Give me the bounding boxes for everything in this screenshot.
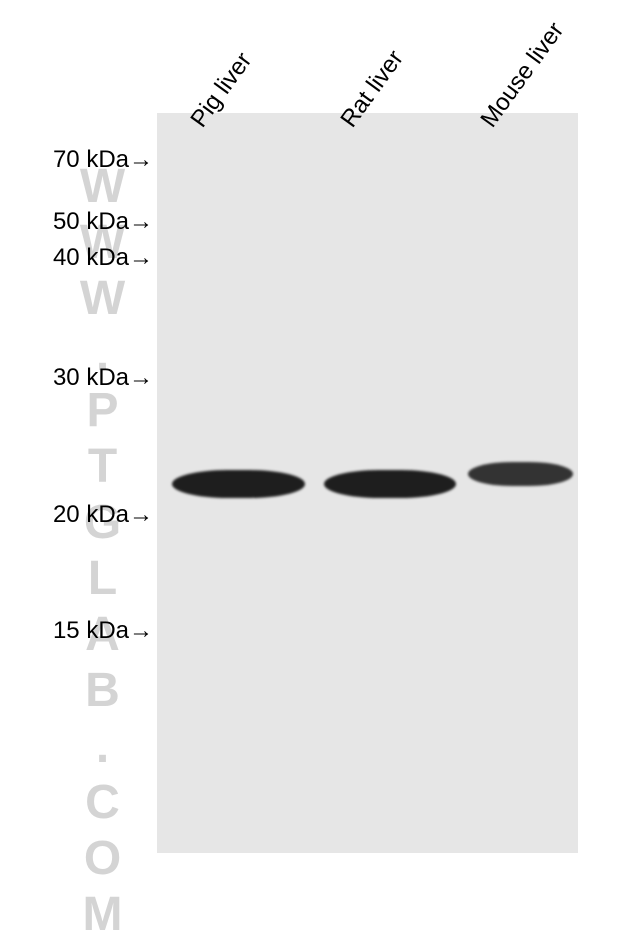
band [172,470,305,498]
mw-marker: 20 kDa→ [0,501,153,529]
band [468,462,573,486]
band [324,470,456,498]
mw-marker: 40 kDa→ [0,244,153,272]
mw-marker: 50 kDa→ [0,208,153,236]
watermark-text: WWW.PTGLAB.COM [75,160,130,944]
mw-marker: 15 kDa→ [0,617,153,645]
mw-marker: 30 kDa→ [0,364,153,392]
figure-container: WWW.PTGLAB.COM Pig liver Rat liver Mouse… [0,0,635,870]
mw-marker: 70 kDa→ [0,146,153,174]
